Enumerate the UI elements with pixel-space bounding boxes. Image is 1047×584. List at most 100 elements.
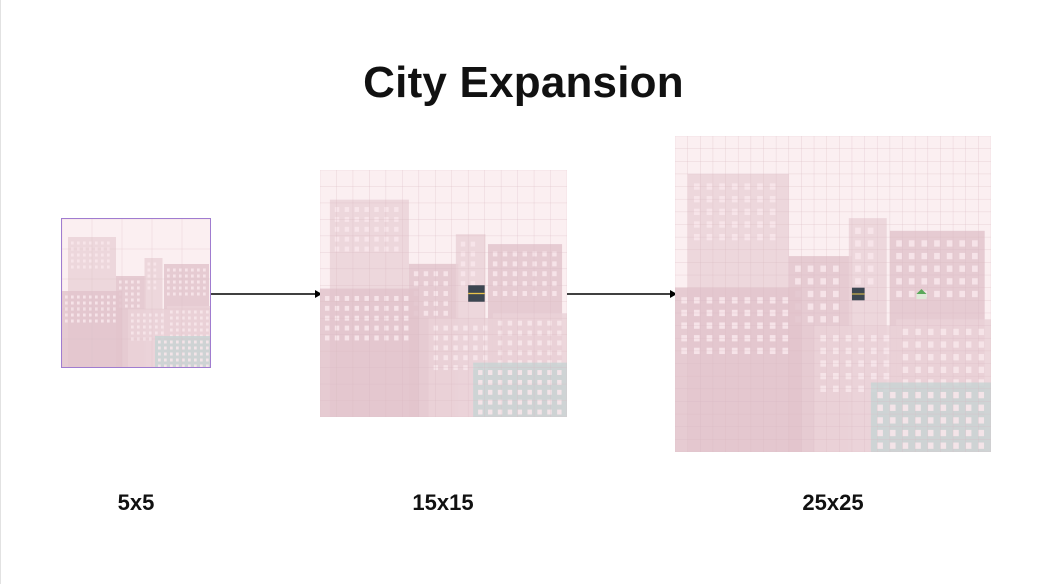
building-window bbox=[855, 240, 861, 247]
building-window bbox=[902, 366, 909, 373]
building-window bbox=[182, 316, 185, 320]
building-window bbox=[433, 300, 439, 306]
building-window bbox=[877, 404, 883, 411]
city-grid-25x25 bbox=[675, 136, 991, 452]
building-window bbox=[83, 241, 86, 245]
building-window bbox=[170, 310, 173, 314]
building-window bbox=[473, 345, 478, 351]
building-window bbox=[915, 429, 921, 437]
building-window bbox=[194, 322, 197, 326]
building-window bbox=[147, 286, 151, 290]
building-window bbox=[833, 265, 839, 272]
building-window bbox=[185, 274, 188, 278]
building-window bbox=[403, 305, 409, 311]
building-window bbox=[855, 265, 861, 272]
building-window bbox=[902, 417, 909, 424]
building-window bbox=[188, 340, 191, 344]
building-window bbox=[95, 301, 98, 305]
building-window bbox=[394, 325, 399, 331]
label-15x15: 15x15 bbox=[412, 490, 474, 515]
building-window bbox=[137, 286, 140, 290]
building-window bbox=[497, 379, 503, 385]
building-window bbox=[487, 379, 493, 385]
building-window bbox=[83, 313, 86, 317]
building-window bbox=[77, 319, 80, 323]
building-window bbox=[423, 310, 429, 316]
building-window bbox=[463, 355, 468, 361]
building-window bbox=[902, 404, 909, 411]
building-window bbox=[972, 265, 978, 272]
building-window bbox=[200, 358, 203, 362]
building-window bbox=[927, 404, 934, 411]
building-window bbox=[161, 313, 164, 317]
building-window bbox=[354, 325, 360, 331]
building-window bbox=[344, 335, 350, 341]
building-window bbox=[867, 240, 874, 247]
building-window bbox=[131, 286, 134, 290]
building-window bbox=[71, 319, 74, 323]
building-window bbox=[194, 328, 197, 332]
building-window bbox=[527, 350, 532, 356]
building-window bbox=[889, 404, 896, 411]
building-window bbox=[191, 292, 194, 296]
building-window bbox=[101, 253, 104, 257]
building-window bbox=[517, 320, 523, 326]
building-window bbox=[206, 310, 209, 314]
building-window bbox=[182, 358, 185, 362]
city-grid-5x5 bbox=[61, 218, 211, 368]
building-window bbox=[537, 370, 542, 376]
building-window bbox=[497, 320, 503, 326]
building-window bbox=[557, 340, 562, 346]
building-window bbox=[512, 291, 518, 296]
building-window bbox=[188, 310, 191, 314]
building-window bbox=[364, 305, 369, 311]
building-window bbox=[972, 252, 978, 260]
building-window bbox=[478, 389, 483, 395]
building-window bbox=[384, 325, 389, 331]
building-window bbox=[507, 399, 513, 405]
building-window bbox=[324, 305, 330, 311]
building-window bbox=[206, 352, 209, 356]
building-window bbox=[965, 429, 972, 437]
building-window bbox=[453, 335, 458, 341]
building-window bbox=[547, 399, 552, 405]
building-window bbox=[978, 366, 985, 373]
building-window bbox=[915, 417, 921, 424]
building-window bbox=[200, 310, 203, 314]
building-window bbox=[507, 350, 513, 356]
building-window bbox=[795, 265, 801, 272]
building-window bbox=[908, 240, 915, 247]
building-window bbox=[185, 268, 188, 272]
building-window bbox=[921, 278, 928, 285]
building-window bbox=[552, 271, 557, 277]
building-window bbox=[443, 271, 448, 277]
building-window bbox=[934, 278, 940, 285]
building-window bbox=[71, 265, 74, 269]
building-window bbox=[889, 417, 896, 424]
building-window bbox=[978, 391, 985, 399]
building-window bbox=[344, 305, 350, 311]
diagram-title: City Expansion bbox=[363, 58, 684, 107]
building-window bbox=[537, 320, 542, 326]
building-window bbox=[473, 355, 478, 361]
building-window bbox=[433, 271, 439, 277]
building-window bbox=[176, 328, 179, 332]
building-window bbox=[460, 281, 466, 287]
building-window bbox=[394, 236, 399, 242]
building-window bbox=[915, 354, 921, 361]
building-window bbox=[125, 304, 128, 308]
building-window bbox=[194, 340, 197, 344]
building-window bbox=[89, 319, 92, 323]
building-window bbox=[344, 246, 350, 252]
building-window bbox=[877, 429, 883, 437]
building-window bbox=[384, 305, 389, 311]
building-window bbox=[200, 322, 203, 326]
building-window bbox=[155, 331, 158, 335]
building-window bbox=[179, 286, 182, 290]
building-window bbox=[473, 325, 478, 331]
building-window bbox=[403, 295, 409, 301]
building-window bbox=[443, 345, 448, 351]
building-window bbox=[203, 274, 206, 278]
building-window bbox=[542, 271, 547, 277]
building-window bbox=[972, 240, 978, 247]
